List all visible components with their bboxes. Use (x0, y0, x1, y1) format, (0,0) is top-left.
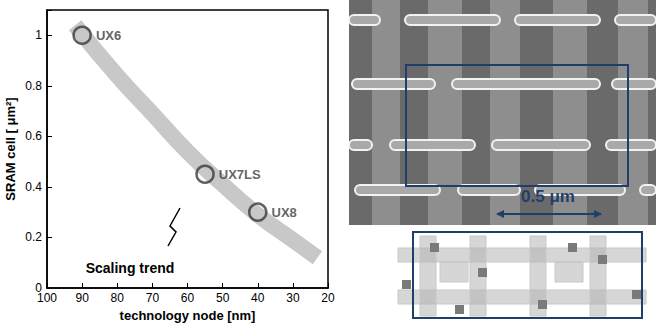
svg-text:20: 20 (321, 291, 335, 305)
svg-text:40: 40 (251, 291, 265, 305)
svg-text:Scaling trend: Scaling trend (86, 260, 175, 276)
svg-text:30: 30 (286, 291, 300, 305)
svg-text:0.6: 0.6 (25, 129, 42, 143)
svg-text:80: 80 (111, 291, 125, 305)
svg-text:0.2: 0.2 (25, 230, 42, 244)
svg-text:0.5 μm: 0.5 μm (521, 187, 575, 206)
svg-text:0: 0 (35, 281, 42, 295)
svg-text:UX7LS: UX7LS (219, 167, 261, 182)
svg-text:0.4: 0.4 (25, 180, 42, 194)
svg-text:technology node [nm]: technology node [nm] (120, 308, 256, 323)
svg-text:90: 90 (75, 291, 89, 305)
svg-text:UX6: UX6 (96, 28, 121, 43)
svg-text:50: 50 (216, 291, 230, 305)
svg-text:UX8: UX8 (272, 205, 297, 220)
svg-text:1: 1 (35, 28, 42, 42)
svg-text:0.8: 0.8 (25, 79, 42, 93)
svg-text:100: 100 (37, 291, 57, 305)
svg-text:SRAM cell [ μm²]: SRAM cell [ μm²] (3, 97, 18, 200)
svg-text:70: 70 (146, 291, 160, 305)
svg-text:60: 60 (181, 291, 195, 305)
